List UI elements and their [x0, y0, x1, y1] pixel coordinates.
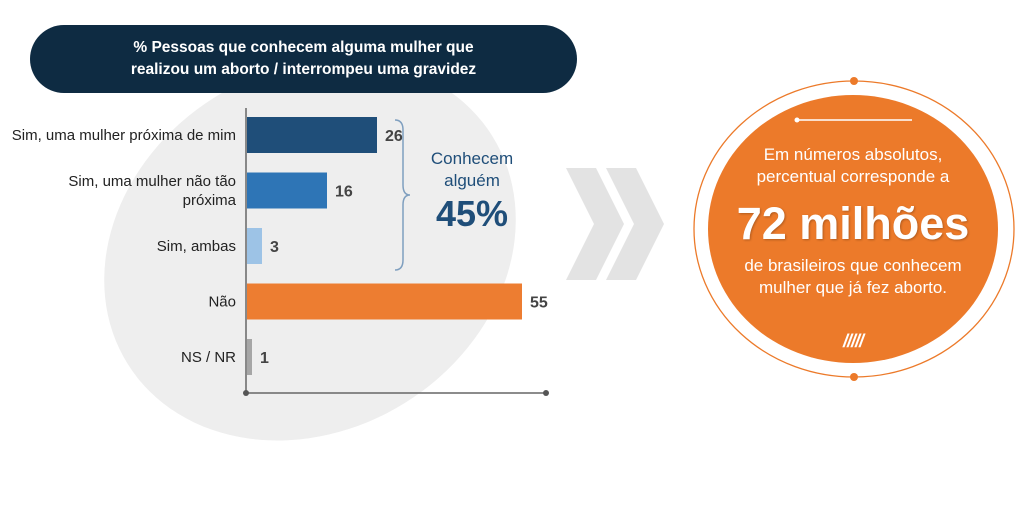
data-label: 1	[260, 350, 269, 367]
circle-ring-decor	[693, 77, 1015, 381]
chart-title-line-1: % Pessoas que conhecem alguma mulher que	[133, 39, 474, 56]
bar	[247, 172, 327, 209]
circle-big-number: 72 milhões	[736, 198, 970, 249]
data-label: 55	[530, 295, 548, 312]
data-label: 3	[270, 239, 279, 256]
bar	[247, 117, 377, 153]
chart-axes	[243, 108, 549, 396]
chart-bars: 26 Sim, uma mulher próxima de mim 16 Sim, u…	[12, 117, 548, 375]
axis-end-dot	[543, 390, 549, 396]
callout-line-2: alguém	[444, 171, 500, 190]
category-label: Sim, ambas	[157, 238, 236, 255]
chart-title-line-2: realizou um aborto / interrompeu uma gra…	[130, 61, 477, 78]
category-label: NS / NR	[181, 349, 236, 366]
circle-intro-text: Em números absolutos, percentual corresp…	[708, 144, 998, 188]
circle-intro-line-2: percentual corresponde a	[756, 167, 950, 186]
category-label: Sim, uma mulher próxima de mim	[12, 127, 236, 144]
circle-intro-line-1: Em números absolutos,	[763, 145, 943, 164]
category-label: próxima	[183, 192, 237, 209]
category-label: Não	[208, 294, 236, 311]
callout-line-1: Conhecem	[430, 149, 514, 168]
chart-title-banner: % Pessoas que conhecem alguma mulher que…	[30, 25, 577, 93]
known-someone-callout: Conhecem alguém 45%	[418, 148, 526, 234]
bar	[247, 228, 262, 264]
data-label: 16	[335, 184, 353, 201]
circle-slash-decor: /////	[842, 331, 864, 351]
chevron-arrow-icon	[566, 168, 664, 280]
axis-end-dot	[243, 390, 249, 396]
highlight-circle: Em números absolutos, percentual corresp…	[708, 95, 998, 363]
group-brace	[394, 119, 411, 271]
circle-outro-text: de brasileiros que conhecem mulher que j…	[708, 255, 998, 299]
circle-outro-line-2: mulher que já fez aborto.	[758, 278, 948, 297]
data-label: 26	[385, 128, 403, 145]
bar-chart: 26 Sim, uma mulher próxima de mim 16 Sim, u…	[12, 108, 549, 396]
circle-top-line	[794, 117, 912, 123]
bar	[247, 283, 522, 320]
callout-percent: 45%	[435, 193, 509, 234]
bar	[247, 339, 252, 375]
circle-outro-line-1: de brasileiros que conhecem	[744, 256, 962, 275]
category-label: Sim, uma mulher não tão	[68, 173, 236, 190]
